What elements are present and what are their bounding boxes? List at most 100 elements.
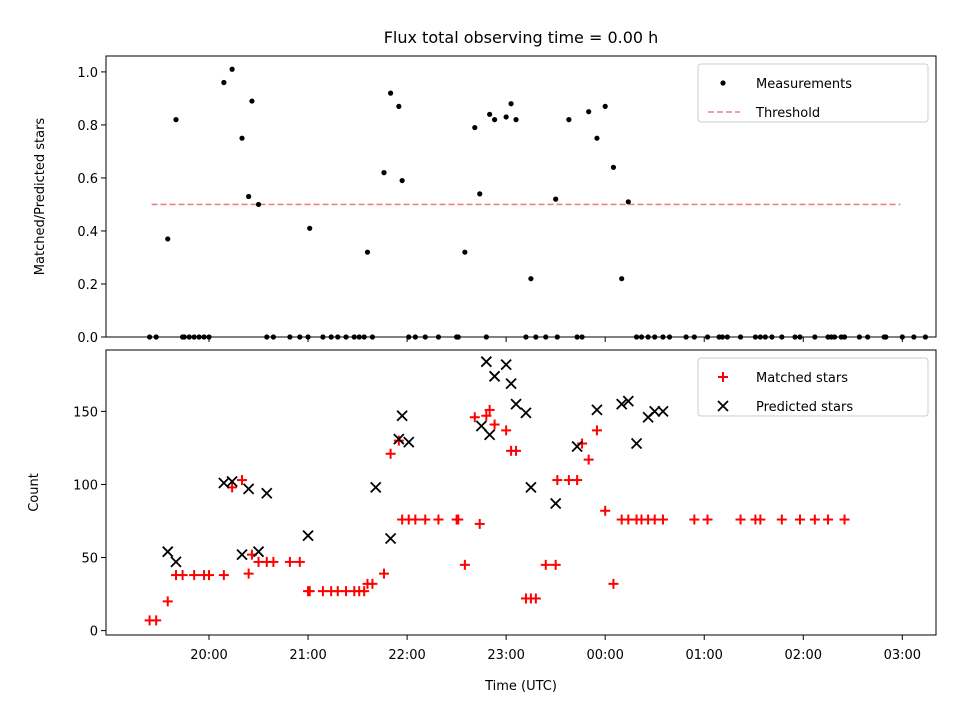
predicted-star-point xyxy=(483,429,496,441)
predicted-star-point xyxy=(384,532,397,545)
matched-star-point xyxy=(474,518,485,529)
measurement-point xyxy=(255,201,262,208)
predicted-star-point xyxy=(616,398,628,410)
matched-star-point xyxy=(809,514,820,525)
top-legend: Measurements Threshold xyxy=(697,63,929,123)
predicted-star-stroke xyxy=(525,481,537,494)
measurement-point xyxy=(364,249,371,255)
matched-star-point xyxy=(294,556,305,567)
matched-star-point xyxy=(794,514,805,525)
bottom-legend: Matched stars Predicted stars xyxy=(697,357,929,417)
legend-box xyxy=(697,63,929,123)
matched-star-point xyxy=(489,419,500,430)
predicted-star-point xyxy=(242,483,255,495)
matched-star-point xyxy=(204,570,215,581)
predicted-star-stroke xyxy=(403,436,415,448)
predicted-star-stroke xyxy=(475,420,488,432)
matched-star-point xyxy=(177,570,188,581)
measurement-point xyxy=(165,236,171,242)
measurement-point xyxy=(610,164,617,170)
matched-star-point xyxy=(572,475,583,486)
predicted-star-point xyxy=(370,481,382,494)
predicted-star-point xyxy=(302,529,314,542)
chart-title: Flux total observing time = 0.00 h xyxy=(384,28,659,47)
measurement-point xyxy=(487,111,493,117)
matched-star-point xyxy=(385,448,396,459)
predicted-star-stroke xyxy=(162,546,174,558)
measurement-point xyxy=(307,225,313,231)
predicted-star-stroke xyxy=(252,546,265,558)
top-y-tick-label: 0.4 xyxy=(77,225,98,240)
predicted-star-stroke xyxy=(393,433,405,445)
predicted-star-stroke xyxy=(616,398,628,410)
measurement-point xyxy=(229,66,235,72)
predicted-star-point xyxy=(510,398,522,410)
predicted-star-stroke xyxy=(649,405,661,418)
predicted-star-point xyxy=(170,556,182,568)
matched-star-point xyxy=(735,514,746,525)
predicted-star-stroke xyxy=(657,405,669,418)
predicted-star-point xyxy=(525,481,537,494)
matched-star-point xyxy=(776,514,787,525)
legend-marker-predicted xyxy=(717,400,729,412)
measurement-point xyxy=(586,109,592,115)
bottom-y-tick-label: 0 xyxy=(90,625,98,640)
matched-star-point xyxy=(162,596,173,607)
matched-star-point xyxy=(540,559,551,570)
matched-star-point xyxy=(268,556,279,567)
matched-star-point xyxy=(839,514,850,525)
matched-star-point xyxy=(702,514,713,525)
bottom-y-tick-label: 50 xyxy=(81,552,98,567)
measurement-point xyxy=(462,249,468,255)
bottom-y-tick-label: 100 xyxy=(73,478,98,493)
predicted-star-stroke xyxy=(571,440,583,453)
measurement-point xyxy=(221,79,227,86)
predicted-star-point xyxy=(226,475,238,488)
predicted-star-point xyxy=(261,487,273,499)
measurement-point xyxy=(396,103,402,109)
x-tick-label: 00:00 xyxy=(586,648,623,663)
predicted-star-point xyxy=(475,420,488,432)
predicted-star-stroke xyxy=(520,407,532,419)
matched-star-point xyxy=(189,570,200,581)
x-tick-label: 21:00 xyxy=(289,648,326,663)
top-y-tick-label: 0.6 xyxy=(77,172,98,187)
x-tick-label: 22:00 xyxy=(388,648,425,663)
top-y-axis-label: Matched/Predicted stars xyxy=(33,118,48,276)
matched-star-point xyxy=(550,559,561,570)
matched-star-point xyxy=(393,435,404,446)
predicted-star-point xyxy=(630,437,643,450)
matched-star-point xyxy=(410,514,421,525)
matched-star-point xyxy=(823,514,834,525)
top-y-tick-label: 0.2 xyxy=(77,278,98,293)
matched-star-point xyxy=(367,578,378,589)
measurement-point xyxy=(477,191,483,197)
matched-star-point xyxy=(481,410,492,421)
matched-star-point xyxy=(243,568,254,579)
measurement-point xyxy=(246,193,252,200)
measurement-point xyxy=(503,114,509,120)
predicted-star-point xyxy=(396,410,408,422)
top-y-tick-label: 1.0 xyxy=(77,66,98,81)
predicted-star-point xyxy=(393,433,405,445)
matched-star-point xyxy=(420,514,431,525)
predicted-star-stroke xyxy=(236,548,248,561)
legend-marker-measurements xyxy=(720,80,726,86)
predicted-star-stroke xyxy=(630,437,643,450)
predicted-star-stroke xyxy=(384,532,397,545)
matched-star-point xyxy=(378,568,389,579)
predicted-star-stroke xyxy=(396,410,408,422)
predicted-star-stroke xyxy=(505,377,517,390)
matched-star-point xyxy=(484,404,495,415)
legend-box xyxy=(697,357,929,417)
legend-label: Threshold xyxy=(755,106,820,121)
matched-star-point xyxy=(530,593,541,604)
matched-star-point xyxy=(591,425,602,436)
predicted-star-stroke xyxy=(170,556,182,568)
predicted-star-stroke xyxy=(480,356,492,368)
predicted-star-stroke xyxy=(226,475,238,488)
measurement-point xyxy=(249,98,255,104)
predicted-star-point xyxy=(236,548,248,561)
predicted-star-stroke xyxy=(218,477,230,489)
